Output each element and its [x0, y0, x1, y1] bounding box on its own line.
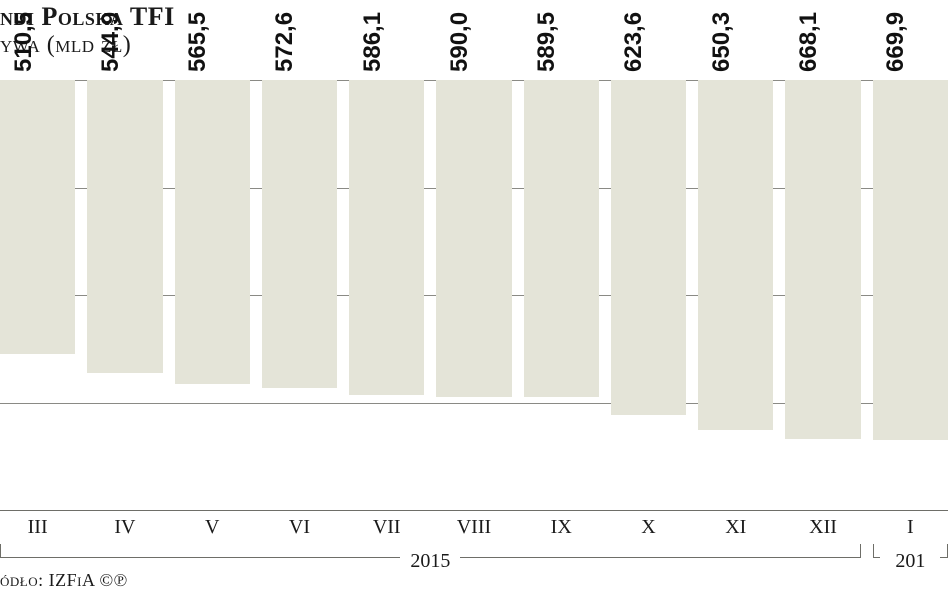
bar-rect: 586,1 — [349, 80, 424, 395]
bar-series: 510,5544,9565,5572,6586,1590,0589,5623,6… — [0, 80, 948, 510]
bar-rect: 510,5 — [0, 80, 75, 354]
bar-value-label: 669,9 — [882, 12, 910, 72]
x-tick-label: VII — [349, 510, 424, 539]
x-tick-label: III — [0, 510, 75, 539]
bar-rect: 669,9 — [873, 80, 948, 440]
bar-rect: 623,6 — [611, 80, 686, 415]
x-tick-label: XI — [698, 510, 773, 539]
year-bracket-label: 2015 — [400, 550, 460, 573]
bar-rect: 544,9 — [87, 80, 162, 373]
chart-plot-area: 510,5544,9565,5572,6586,1590,0589,5623,6… — [0, 80, 948, 510]
x-tick-label: I — [873, 510, 948, 539]
bar: 544,9 — [87, 80, 162, 510]
x-axis-group-brackets: 2015 201 — [0, 544, 948, 574]
bar-rect: 572,6 — [262, 80, 337, 388]
x-axis-labels: III IV V VI VII VIII IX X XI XII I — [0, 510, 948, 539]
bar: 589,5 — [524, 80, 599, 510]
bar-rect: 590,0 — [436, 80, 511, 397]
bar: 669,9 — [873, 80, 948, 510]
bar-value-label: 623,6 — [620, 12, 648, 72]
source-prefix: ódło: — [0, 570, 49, 590]
bar: 586,1 — [349, 80, 424, 510]
bar-value-label: 586,1 — [359, 12, 387, 72]
bar-value-label: 572,6 — [271, 12, 299, 72]
bar-rect: 650,3 — [698, 80, 773, 430]
x-axis: III IV V VI VII VIII IX X XI XII I 2015 201 — [0, 510, 948, 570]
x-tick-label: XII — [785, 510, 860, 539]
x-tick-label: IX — [524, 510, 599, 539]
year-bracket-label: 201 — [880, 550, 940, 573]
bar-rect: 668,1 — [785, 80, 860, 439]
bar: 668,1 — [785, 80, 860, 510]
bar: 590,0 — [436, 80, 511, 510]
bar-value-label: 668,1 — [795, 12, 823, 72]
bar: 623,6 — [611, 80, 686, 510]
x-tick-label: VI — [262, 510, 337, 539]
bar-rect: 565,5 — [175, 80, 250, 384]
x-tick-label: VIII — [436, 510, 511, 539]
x-tick-label: X — [611, 510, 686, 539]
bar-value-label: 544,9 — [97, 12, 125, 72]
bar: 650,3 — [698, 80, 773, 510]
bar: 572,6 — [262, 80, 337, 510]
bar-rect: 589,5 — [524, 80, 599, 397]
chart-source: ódło: IZFiA ©℗ — [0, 570, 128, 591]
bar-value-label: 590,0 — [446, 12, 474, 72]
x-tick-label: IV — [87, 510, 162, 539]
source-text: IZFiA — [49, 570, 95, 590]
x-tick-label: V — [175, 510, 250, 539]
bar-value-label: 589,5 — [533, 12, 561, 72]
bar: 565,5 — [175, 80, 250, 510]
bar-value-label: 650,3 — [708, 12, 736, 72]
bar: 510,5 — [0, 80, 75, 510]
bar-value-label: 510,5 — [10, 12, 38, 72]
source-suffix: ©℗ — [94, 570, 127, 590]
bar-value-label: 565,5 — [184, 12, 212, 72]
